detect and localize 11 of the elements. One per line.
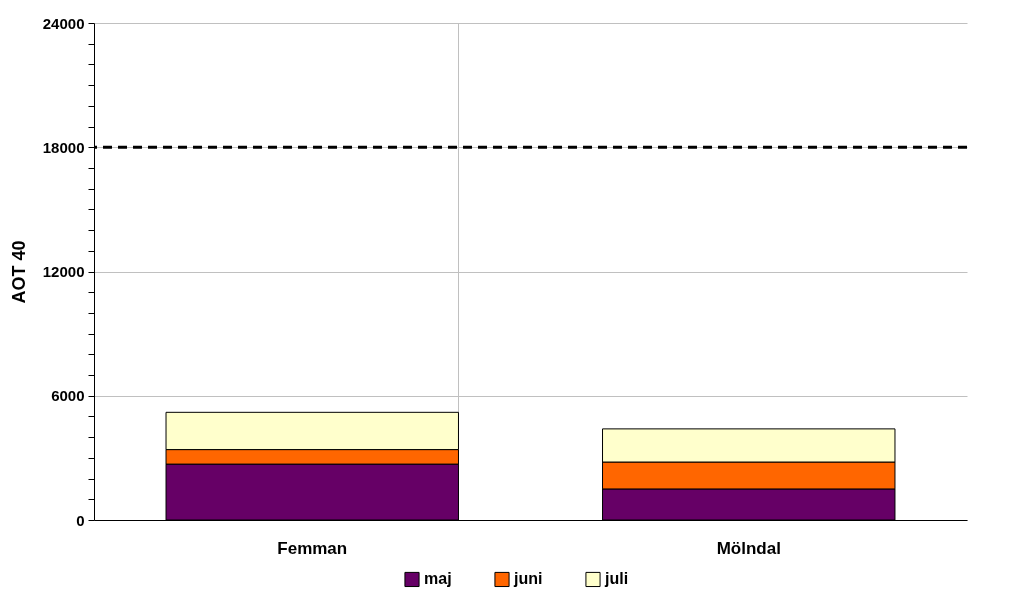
legend-label: juni [513, 570, 543, 588]
y-tick-label: 24000 [42, 14, 85, 32]
x-tick-label: Mölndal [716, 538, 781, 558]
y-tick-label: 12000 [42, 263, 85, 280]
legend-label: maj [424, 570, 452, 588]
y-tick-label: 0 [76, 511, 85, 529]
y-tick-label: 6000 [51, 387, 85, 405]
x-tick-label: Femman [277, 538, 348, 558]
y-tick-label: 18000 [42, 138, 85, 156]
legend-label: juli [604, 570, 629, 588]
y-axis-title: AOT 40 [8, 240, 29, 304]
